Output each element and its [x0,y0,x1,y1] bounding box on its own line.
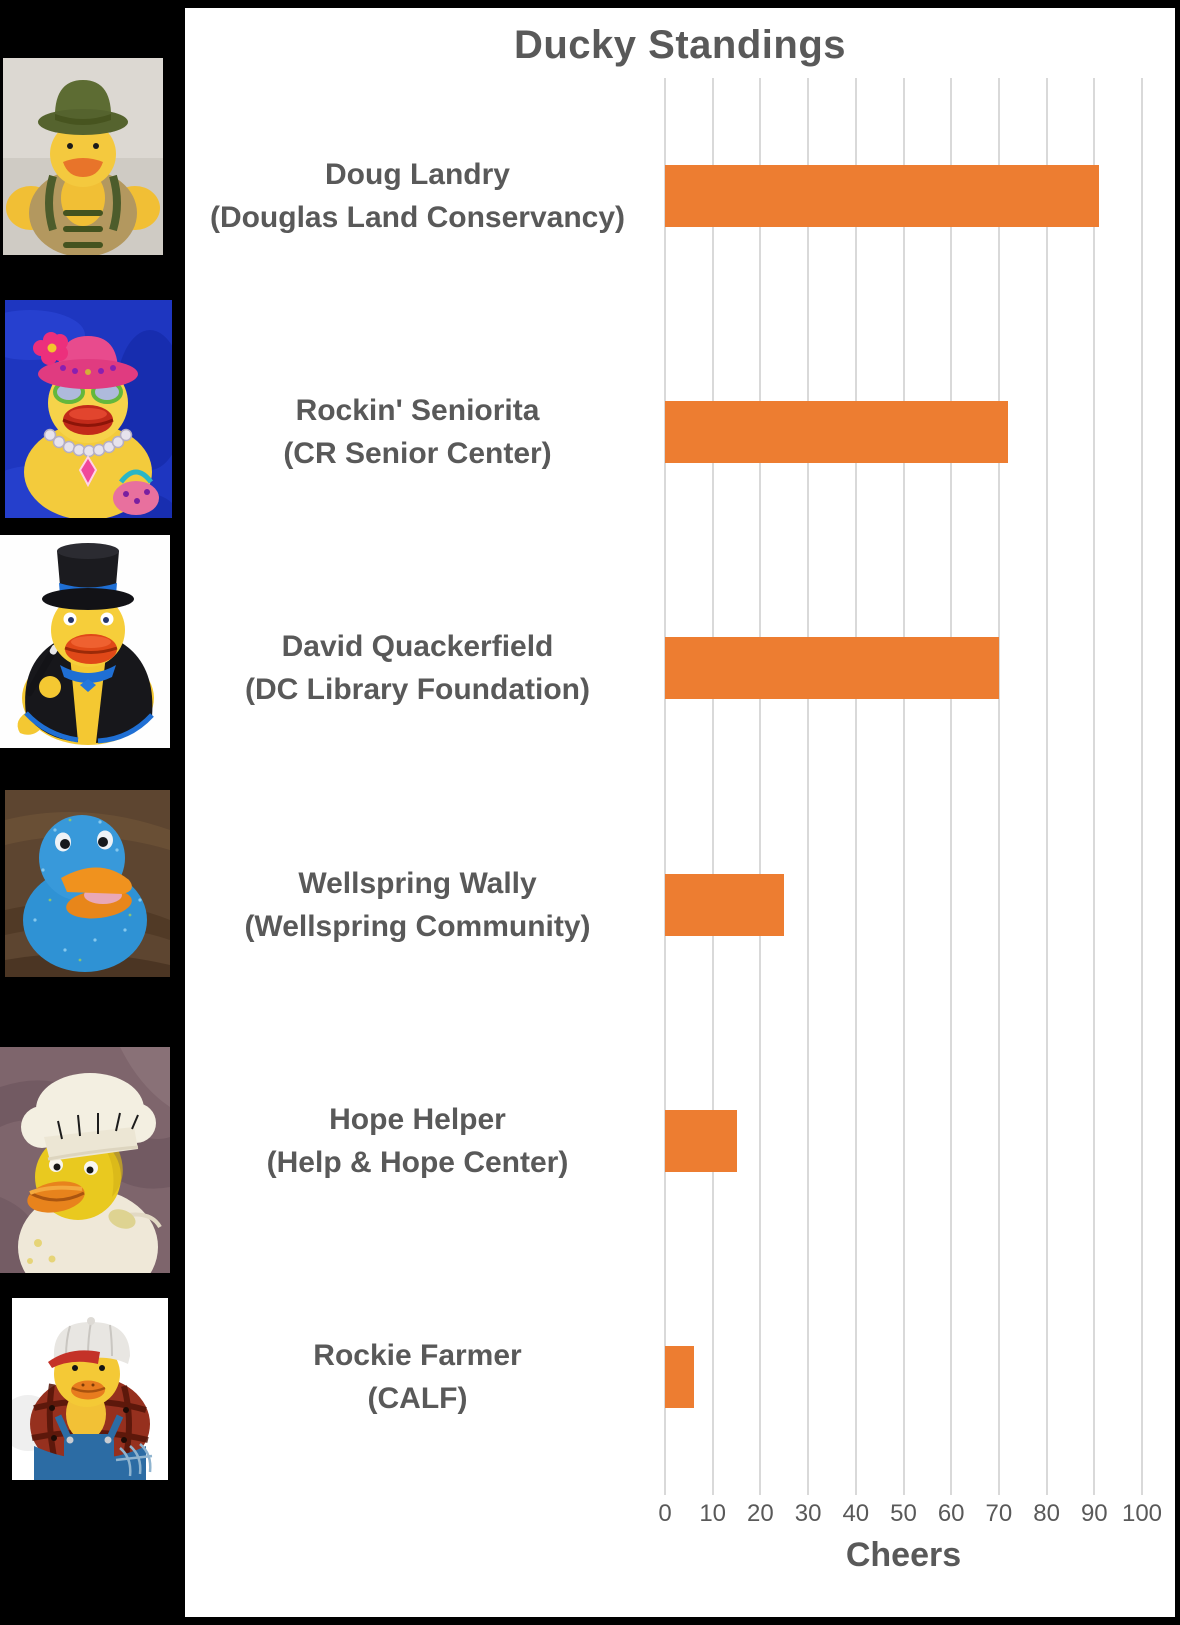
gridline-90 [1093,78,1096,1495]
category-labels: Doug Landry (Douglas Land Conservancy) Roc… [185,78,650,1495]
duck-photo-doug-landry [3,58,163,255]
bar-0 [665,165,1100,227]
chart-panel: Ducky Standings Doug Landry (Douglas Land… [185,8,1175,1617]
category-label-line: (Wellspring Community) [244,909,591,943]
category-label-line: (CR Senior Center) [283,437,552,471]
gridline-50 [902,78,905,1495]
duck-photo-hope-helper [0,1047,170,1273]
category-label-0: Doug Landry (Douglas Land Conservancy) [185,78,650,314]
chef-duck-illustration [0,1047,170,1273]
gridline-70 [997,78,1000,1495]
bar-3 [665,873,785,936]
category-label-4: Hope Helper (Help & Hope Center) [185,1023,650,1259]
seniorita-duck-illustration [5,300,172,518]
category-label-line: (Douglas Land Conservancy) [209,201,626,235]
duck-photo-rockin-seniorita [5,300,172,518]
category-label-5: Rockie Farmer (CALF) [185,1259,650,1495]
gridline-40 [854,78,857,1495]
category-label-1: Rockin' Seniorita (CR Senior Center) [185,314,650,550]
category-label-line: Rockie Farmer [313,1338,522,1372]
bar-1 [665,401,1009,464]
x-tick-60: 60 [937,1500,965,1527]
category-label-line: Rockin' Seniorita [295,394,540,428]
fisherman-duck-illustration [3,58,163,255]
x-tick-0: 0 [658,1500,672,1527]
category-label-line: (DC Library Foundation) [245,673,590,707]
gridline-60 [950,78,953,1495]
gridline-30 [807,78,810,1495]
duck-photo-david-quackerfield [0,535,170,748]
farmer-duck-illustration [12,1298,168,1480]
bar-2 [665,637,999,700]
category-label-line: David Quackerfield [281,630,554,664]
plot-area [664,78,1143,1495]
x-tick-30: 30 [794,1500,822,1527]
gridline-10 [711,78,714,1495]
category-label-line: Hope Helper [329,1102,506,1136]
category-label-3: Wellspring Wally (Wellspring Community) [185,787,650,1023]
gridline-20 [759,78,762,1495]
x-tick-100: 100 [1121,1500,1163,1527]
x-tick-90: 90 [1080,1500,1108,1527]
category-label-line: Wellspring Wally [298,866,537,900]
x-axis-title: Cheers [845,1536,962,1574]
x-axis-ticks: 0 10 20 30 40 50 60 70 80 90 100 [658,1500,1162,1530]
x-tick-20: 20 [747,1500,774,1527]
category-label-2: David Quackerfield (DC Library Foundation… [185,550,650,786]
bar-4 [665,1109,737,1172]
x-tick-40: 40 [842,1500,870,1527]
x-tick-50: 50 [890,1500,917,1527]
category-label-line: (CALF) [367,1381,468,1415]
category-label-line: (Help & Hope Center) [266,1145,569,1179]
x-tick-10: 10 [699,1500,727,1527]
gridline-0 [664,78,666,1495]
x-tick-80: 80 [1033,1500,1060,1527]
blue-glitter-duck-illustration [5,790,170,977]
chart-title: Ducky Standings [513,23,846,67]
gridline-80 [1045,78,1048,1495]
gridline-100 [1141,78,1143,1495]
x-tick-70: 70 [985,1500,1013,1527]
magician-duck-illustration [0,535,170,748]
bar-5 [665,1345,694,1408]
duck-photo-rockie-farmer [12,1298,168,1480]
duck-photo-wellspring-wally [5,790,170,977]
category-label-line: Doug Landry [325,158,510,192]
